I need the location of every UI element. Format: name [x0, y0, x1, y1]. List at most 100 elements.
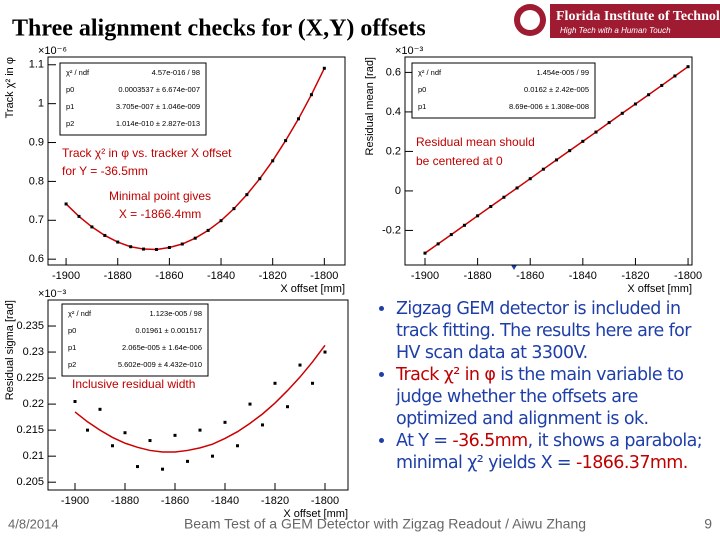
data-point	[322, 66, 326, 70]
data-point	[449, 233, 453, 237]
stats-value: 0.0162 ± 2.42e-005	[524, 85, 589, 94]
x-tick-label: -1840	[211, 495, 239, 507]
x-tick-label: -1860	[516, 270, 544, 282]
x-tick-label: -1800	[674, 270, 702, 282]
data-point	[232, 207, 236, 211]
data-point	[98, 407, 102, 411]
fit-line	[74, 344, 326, 453]
stats-value: 8.69e-006 ± 1.308e-008	[509, 102, 589, 111]
x-tick-label: -1880	[464, 270, 492, 282]
stats-key: p2	[68, 360, 76, 369]
data-point	[193, 236, 197, 240]
data-point	[436, 242, 440, 246]
stats-value: 4.57e-016 / 98	[152, 68, 200, 77]
data-point	[594, 130, 598, 134]
x-axis-title: X offset [mm]	[280, 283, 345, 295]
stats-key: χ² / ndf	[418, 68, 442, 77]
stats-value: 2.065e-005 ± 1.64e-006	[122, 343, 202, 352]
stats-value: 5.602e-009 ± 4.432e-010	[118, 360, 202, 369]
data-point	[620, 111, 624, 115]
bullet: Zigzag GEM detector is included in track…	[396, 298, 714, 364]
data-point	[271, 159, 275, 163]
annotation: be centered at 0	[416, 154, 503, 168]
annotation: Residual mean should	[416, 135, 535, 149]
data-point	[489, 205, 493, 209]
y-tick-label: 0.235	[16, 320, 44, 332]
stats-key: p0	[68, 326, 76, 335]
annotation: X = -1866.4mm	[119, 207, 201, 221]
x-tick-label: -1900	[52, 270, 80, 282]
footer-center: Beam Test of a GEM Detector with Zigzag …	[184, 516, 586, 532]
data-point	[77, 214, 81, 218]
data-point	[261, 423, 264, 427]
data-point	[103, 233, 107, 237]
x-tick-label: -1860	[155, 270, 183, 282]
y-tick-label: 1.1	[29, 59, 44, 71]
bullet-text: Track χ² in φ	[396, 365, 496, 385]
stats-key: χ² / ndf	[68, 309, 92, 318]
x-tick-label: -1820	[621, 270, 649, 282]
bullet-text: -36.5mm	[452, 431, 528, 451]
stats-key: p1	[66, 102, 74, 111]
data-point	[86, 428, 89, 432]
data-point	[284, 139, 288, 143]
x-tick-label: -1800	[310, 270, 338, 282]
footer-page: 9	[704, 516, 712, 532]
data-point	[142, 247, 146, 251]
data-point	[528, 177, 532, 181]
data-point	[173, 433, 177, 437]
stats-box	[411, 62, 596, 119]
logo-tagline: High Tech with a Human Touch	[560, 26, 671, 35]
stats-key: χ² / ndf	[66, 68, 90, 77]
y-tick-label: 0.22	[23, 398, 44, 410]
y-tick-label: 0.9	[29, 136, 44, 148]
footer-date: 4/8/2014	[8, 516, 59, 531]
data-point	[298, 363, 302, 367]
y-tick-label: 0.6	[29, 253, 44, 265]
data-point	[206, 228, 210, 232]
y-tick-label: 0.21	[23, 450, 44, 462]
y-tick-label: 0	[395, 185, 401, 197]
stats-value: 3.705e-007 ± 1.046e-009	[116, 102, 200, 111]
data-point	[123, 431, 127, 435]
y-tick-label: 0.8	[29, 175, 44, 187]
stats-key: p0	[66, 85, 74, 94]
x-tick-label: -1900	[411, 270, 439, 282]
y-tick-label: -0.2	[382, 224, 401, 236]
x-tick-label: -1880	[104, 270, 132, 282]
data-point	[647, 93, 651, 97]
y-tick-label: 0.7	[29, 214, 44, 226]
data-point	[311, 381, 314, 385]
data-point	[198, 428, 202, 432]
logo-name: Florida Institute of Technology	[556, 9, 720, 24]
data-point	[686, 65, 690, 69]
x-tick-label: -1860	[161, 495, 189, 507]
y-tick-label: 1	[38, 98, 44, 110]
data-point	[515, 186, 519, 190]
data-point	[180, 242, 184, 246]
x-tick-label: -1820	[259, 270, 287, 282]
x-tick-label: -1840	[207, 270, 235, 282]
x-axis-title: X offset [mm]	[283, 508, 348, 520]
stats-key: p1	[68, 343, 76, 352]
y-tick-label: 0.4	[386, 106, 401, 118]
data-point	[129, 245, 133, 249]
data-point	[323, 350, 327, 354]
bullet-text: At Y =	[396, 431, 453, 451]
data-point	[186, 459, 189, 463]
data-point	[633, 102, 637, 106]
data-point	[236, 444, 239, 448]
stats-value: 1.014e-010 ± 2.827e-013	[116, 119, 200, 128]
data-point	[219, 219, 223, 223]
y-tick-label: 0.225	[16, 372, 44, 384]
data-point	[297, 117, 301, 121]
annotation: Track χ² in φ vs. tracker X offset	[62, 146, 232, 160]
data-point	[462, 223, 466, 227]
data-point	[673, 74, 677, 78]
annotation: Inclusive residual width	[72, 377, 195, 391]
data-point	[111, 444, 114, 448]
bullet-list: Zigzag GEM detector is included in track…	[372, 298, 714, 474]
x-tick-label: -1880	[111, 495, 139, 507]
data-point	[136, 465, 139, 469]
